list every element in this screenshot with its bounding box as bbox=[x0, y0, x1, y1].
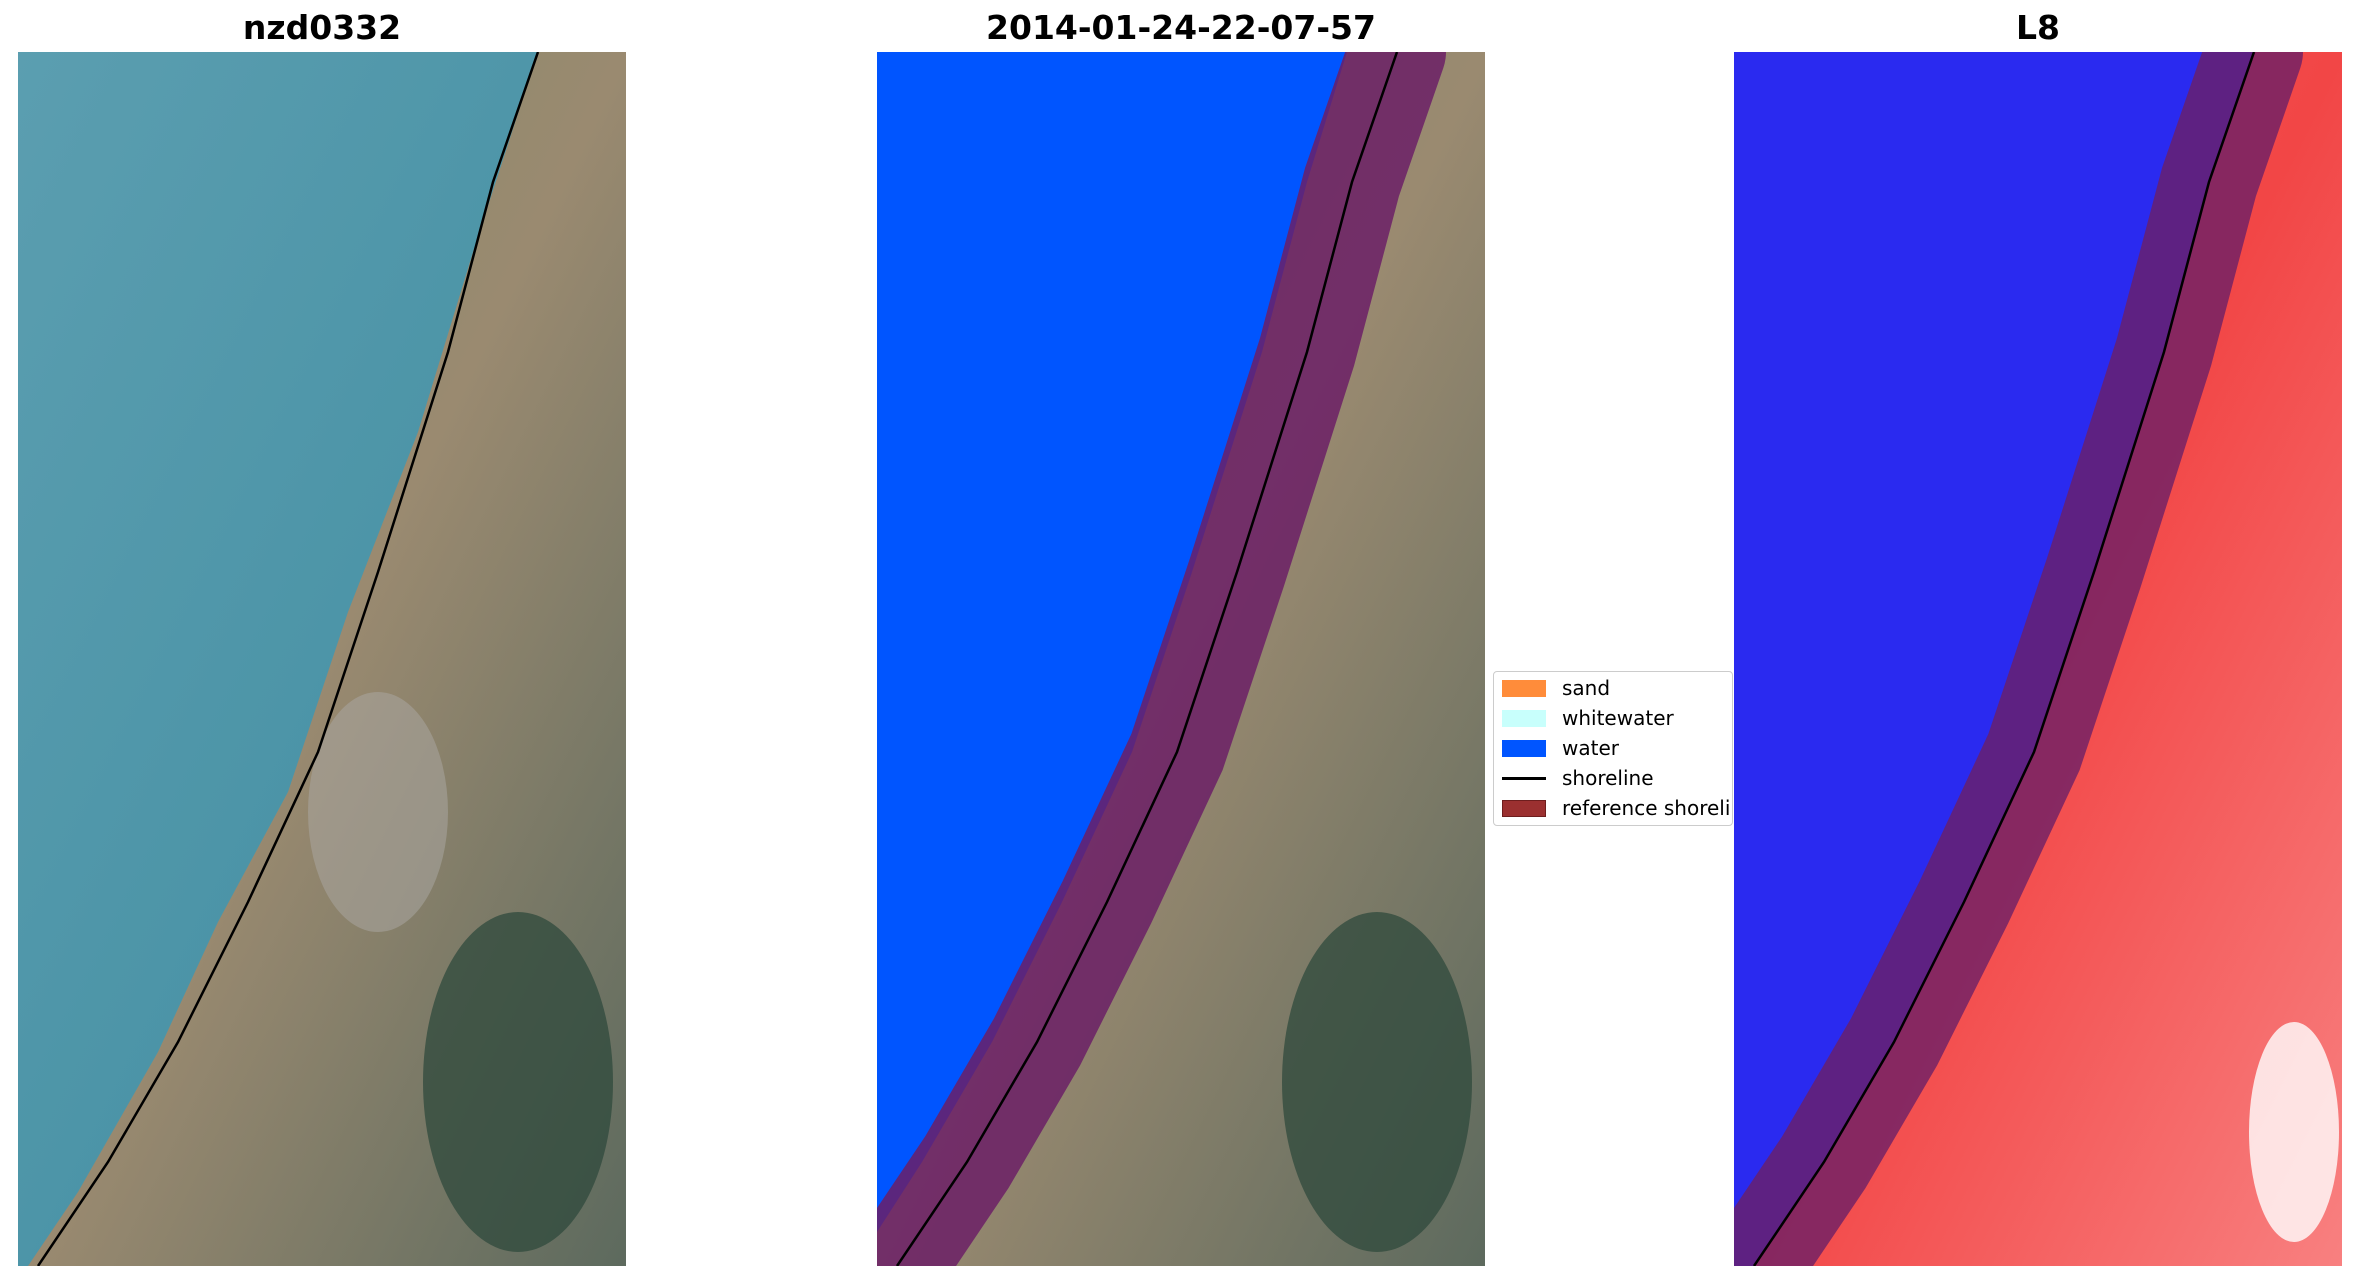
water-index-panel bbox=[1734, 52, 2342, 1266]
middle-panel-title: 2014-01-24-22-07-57 bbox=[986, 8, 1376, 47]
shoreline-line-swatch bbox=[1502, 776, 1546, 780]
legend-item-shoreline: shoreline bbox=[1502, 766, 1654, 790]
forest-area bbox=[1282, 912, 1472, 1252]
water-class-area bbox=[877, 52, 1347, 1232]
legend-item-reference-shoreline: reference shoreline bbox=[1502, 796, 1732, 820]
rgb-image-panel bbox=[18, 52, 626, 1266]
legend-label: reference shoreline bbox=[1562, 796, 1732, 820]
water-swatch bbox=[1502, 739, 1546, 757]
forest-area bbox=[423, 912, 613, 1252]
left-panel-title: nzd0332 bbox=[242, 8, 402, 47]
legend-label: water bbox=[1562, 736, 1619, 760]
legend-label: shoreline bbox=[1562, 766, 1654, 790]
bright-patch bbox=[2249, 1022, 2339, 1242]
reference-shoreline-swatch bbox=[1502, 799, 1546, 817]
classified-image-panel bbox=[877, 52, 1485, 1266]
sand-swatch bbox=[1502, 679, 1546, 697]
legend-item-water: water bbox=[1502, 736, 1619, 760]
shoreline-line bbox=[1752, 52, 2256, 1266]
town-area bbox=[308, 692, 448, 932]
legend-label: sand bbox=[1562, 676, 1611, 700]
legend-item-sand: sand bbox=[1502, 676, 1610, 700]
shoreline-line bbox=[895, 52, 1399, 1266]
water-index-map bbox=[1734, 52, 2342, 1266]
legend-label: whitewater bbox=[1562, 706, 1674, 730]
right-panel-title: L8 bbox=[2016, 8, 2060, 47]
legend-item-whitewater: whitewater bbox=[1502, 706, 1674, 730]
shoreline-line bbox=[36, 52, 540, 1266]
classification-map bbox=[877, 52, 1485, 1266]
whitewater-swatch bbox=[1502, 709, 1546, 727]
legend: sand whitewater water shoreline referenc… bbox=[1493, 671, 1733, 826]
rgb-satellite-image bbox=[18, 52, 626, 1266]
